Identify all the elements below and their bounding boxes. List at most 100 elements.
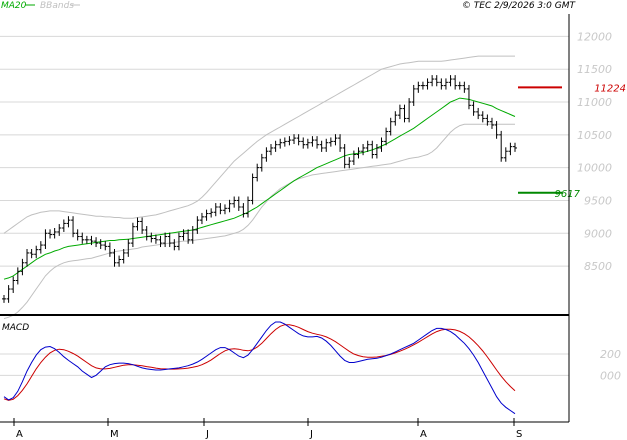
ohlc-bar — [199, 212, 204, 225]
ohlc-bar — [250, 173, 255, 205]
ohlc-bar — [466, 84, 471, 110]
ma20-line — [3, 97, 516, 280]
ohlc-bar — [393, 111, 398, 126]
ohlc-bar — [324, 138, 329, 152]
ohlc-bar — [315, 136, 320, 149]
ohlc-bar — [361, 144, 366, 156]
ohlc-bar — [227, 199, 232, 213]
ohlc-bar — [61, 219, 66, 232]
ohlc-bar — [6, 285, 11, 303]
ohlc-bar — [149, 232, 154, 243]
ohlc-bar — [453, 75, 458, 90]
ohlc-bar — [245, 196, 250, 218]
bbands-legend-label: BBands — [40, 1, 74, 11]
price-panel: 12000 11500 11000 10500 10000 9500 9000 8500 11… — [0, 30, 626, 320]
ohlc-bar — [305, 138, 310, 149]
ohlc-bar — [443, 78, 448, 90]
bbands-upper-line — [3, 55, 515, 234]
ohlc-bar — [296, 134, 301, 146]
ohlc-bar — [273, 140, 278, 152]
price-axis-labels: 12000 11500 11000 10500 10000 9500 9000 8500 — [577, 30, 612, 273]
ohlc-bar — [374, 144, 379, 159]
ohlc-bar — [513, 142, 517, 152]
ohlc-bar — [209, 208, 214, 218]
ohlc-bar — [213, 203, 218, 217]
price-grid — [0, 35, 569, 267]
timestamp: © TEC 2/9/2026 3:0 GMT — [462, 1, 577, 11]
ohlc-bar — [2, 294, 6, 303]
ohlc-bar — [351, 150, 356, 166]
ohlc-bar — [397, 104, 402, 120]
ohlc-bar — [11, 276, 16, 293]
ohlc-bar — [503, 147, 508, 162]
ohlc-bar — [301, 137, 306, 149]
ohlc-bar — [338, 134, 343, 152]
ohlc-bar — [43, 229, 48, 250]
ohlc-bar — [126, 239, 131, 257]
ohlc-bar — [195, 216, 200, 234]
ohlc-bar — [489, 117, 494, 129]
ohlc-bar — [57, 224, 62, 236]
ohlc-bar — [112, 249, 117, 267]
resistance-label: 11224 — [594, 83, 626, 94]
ohlc-bar — [236, 196, 241, 211]
ohlc-bar — [38, 241, 43, 254]
ohlc-bar — [130, 222, 135, 248]
ohlc-bar — [71, 216, 76, 238]
ma20-legend-label: MA20 — [1, 1, 27, 11]
ohlc-bar — [434, 75, 439, 87]
ohlc-bar — [476, 107, 481, 120]
ohlc-bar — [264, 147, 269, 162]
ohlc-bars — [2, 75, 517, 303]
macd-title: MACD — [2, 323, 29, 333]
ohlc-bar — [319, 140, 324, 152]
macd-tick-label: 000 — [600, 369, 621, 382]
ohlc-bar — [84, 235, 89, 244]
y-tick-label: 9500 — [584, 194, 612, 207]
ohlc-bar — [80, 232, 85, 244]
ohlc-bar — [347, 157, 352, 169]
ohlc-bar — [158, 235, 163, 248]
ohlc-bar — [420, 81, 425, 90]
ohlc-bar — [167, 232, 172, 248]
macd-grid — [0, 353, 569, 376]
ohlc-bar — [190, 226, 195, 244]
x-tick-label: J — [309, 429, 313, 440]
ohlc-bar — [379, 137, 384, 152]
ohlc-bar — [411, 84, 416, 106]
ohlc-bar — [34, 245, 39, 259]
ohlc-bar — [218, 203, 223, 215]
ohlc-bar — [163, 232, 168, 248]
ohlc-bar — [342, 144, 347, 169]
macd-line — [3, 321, 516, 415]
ohlc-bar — [25, 249, 30, 267]
x-tick-label: A — [420, 429, 427, 440]
ohlc-bar — [310, 136, 315, 147]
ohlc-bar — [181, 229, 186, 241]
ohlc-bar — [457, 81, 462, 90]
ohlc-bar — [471, 101, 476, 116]
ohlc-bar — [333, 134, 338, 146]
ohlc-bar — [75, 229, 80, 241]
ohlc-bar — [117, 255, 122, 267]
ohlc-bar — [222, 204, 227, 215]
ohlc-bar — [448, 75, 453, 87]
ohlc-bar — [430, 75, 435, 87]
ohlc-bar — [121, 249, 126, 264]
y-tick-label: 12000 — [577, 30, 612, 43]
macd-signal-line — [3, 324, 516, 401]
ohlc-bar — [259, 153, 264, 172]
ohlc-bar — [365, 140, 370, 152]
ohlc-bar — [255, 163, 260, 182]
ohlc-bar — [384, 127, 389, 146]
ohlc-bar — [48, 229, 53, 239]
ohlc-bar — [370, 140, 375, 159]
ohlc-bar — [20, 258, 25, 276]
ohlc-bar — [292, 134, 297, 145]
ohlc-bar — [402, 104, 407, 123]
ohlc-bar — [89, 235, 94, 246]
y-tick-label: 11500 — [577, 63, 612, 76]
ohlc-bar — [204, 209, 209, 221]
y-tick-label: 10000 — [577, 162, 612, 175]
